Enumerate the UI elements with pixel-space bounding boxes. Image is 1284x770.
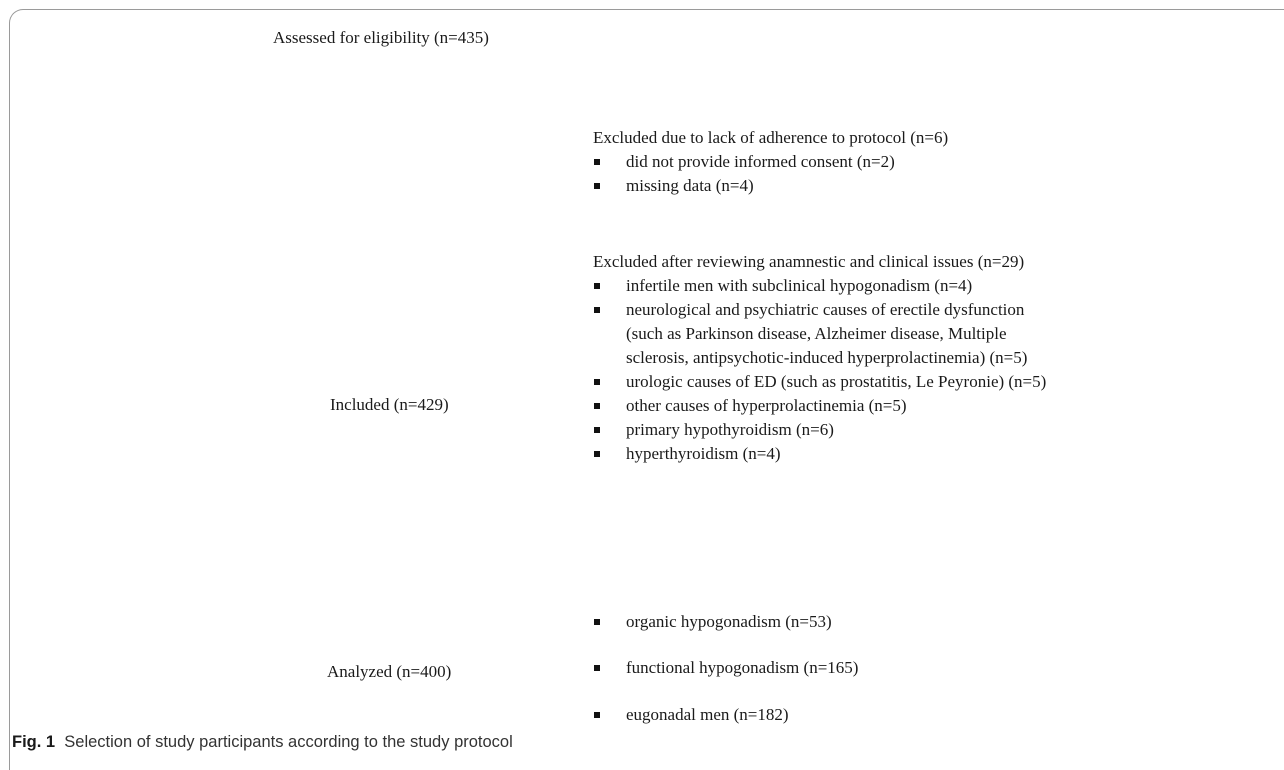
list-item: hyperthyroidism (n=4) — [593, 442, 1053, 466]
bullet-icon — [594, 307, 600, 313]
bullet-icon — [594, 159, 600, 165]
list-item-text: neurological and psychiatric causes of e… — [626, 300, 1028, 367]
bullet-icon — [594, 619, 600, 625]
list-item-text: other causes of hyperprolactinemia (n=5) — [626, 396, 907, 415]
list-item: infertile men with subclinical hypogonad… — [593, 274, 1053, 298]
list-item-text: did not provide informed consent (n=2) — [626, 152, 895, 171]
bullet-icon — [594, 183, 600, 189]
exclusion-clinical-block: Excluded after reviewing anamnestic and … — [593, 250, 1053, 466]
exclusion-protocol-list: did not provide informed consent (n=2) m… — [593, 150, 1053, 198]
list-item: urologic causes of ED (such as prostatit… — [593, 370, 1053, 394]
outcome-item: eugonadal men (n=182) — [593, 703, 789, 727]
list-item-text: infertile men with subclinical hypogonad… — [626, 276, 973, 295]
analyzed-label: Analyzed (n=400) — [327, 662, 452, 681]
list-item-text: primary hypothyroidism (n=6) — [626, 420, 834, 439]
figure-caption: Fig. 1 Selection of study participants a… — [12, 733, 513, 752]
bullet-icon — [594, 665, 600, 671]
exclusion-protocol-heading: Excluded due to lack of adherence to pro… — [593, 128, 949, 147]
list-item: did not provide informed consent (n=2) — [593, 150, 1053, 174]
exclusion-clinical-heading: Excluded after reviewing anamnestic and … — [593, 252, 1025, 271]
bullet-icon — [594, 379, 600, 385]
figure-caption-text: Selection of study participants accordin… — [64, 733, 513, 751]
figure-label: Fig. 1 — [12, 733, 56, 751]
outcome-item: functional hypogonadism (n=165) — [593, 656, 858, 680]
outcome-text: eugonadal men (n=182) — [626, 705, 789, 724]
list-item: neurological and psychiatric causes of e… — [593, 298, 1053, 370]
list-item: other causes of hyperprolactinemia (n=5) — [593, 394, 1053, 418]
list-item: primary hypothyroidism (n=6) — [593, 418, 1053, 442]
list-item-text: missing data (n=4) — [626, 176, 754, 195]
included-label: Included (n=429) — [330, 395, 449, 414]
bullet-icon — [594, 451, 600, 457]
bullet-icon — [594, 283, 600, 289]
outcome-item: organic hypogonadism (n=53) — [593, 610, 832, 634]
outcome-text: organic hypogonadism (n=53) — [626, 612, 832, 631]
assessed-label: Assessed for eligibility (n=435) — [273, 28, 489, 47]
list-item-text: urologic causes of ED (such as prostatit… — [626, 372, 1047, 391]
figure-frame — [9, 9, 1284, 770]
outcome-text: functional hypogonadism (n=165) — [626, 658, 859, 677]
bullet-icon — [594, 427, 600, 433]
list-item-text: hyperthyroidism (n=4) — [626, 444, 781, 463]
bullet-icon — [594, 712, 600, 718]
list-item: missing data (n=4) — [593, 174, 1053, 198]
exclusion-protocol-block: Excluded due to lack of adherence to pro… — [593, 126, 1053, 198]
bullet-icon — [594, 403, 600, 409]
exclusion-clinical-list: infertile men with subclinical hypogonad… — [593, 274, 1053, 466]
